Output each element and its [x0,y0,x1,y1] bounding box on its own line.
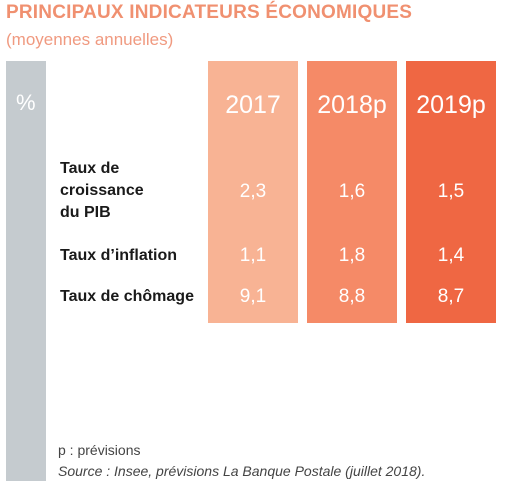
column-2017 [208,61,298,323]
cell-gdp-2018p: 1,6 [338,181,366,202]
row-label-line: croissance [60,182,144,199]
cell-unemployment-2017: 9,1 [239,286,267,307]
column-header-2018p: 2018p [317,91,387,119]
unit-label: % [16,90,36,115]
row-label-unemployment: Taux de chômage [60,286,194,308]
cell-gdp-2019p: 1,5 [437,181,465,202]
cell-unemployment-2019p: 8,7 [437,286,465,307]
footnote: p : prévisions [58,442,141,458]
column-2018p [307,61,397,323]
row-label-line: Taux de [60,160,120,177]
side-bar [6,61,46,481]
column-header-2017: 2017 [225,91,281,119]
page-title: PRINCIPAUX INDICATEURS ÉCONOMIQUES [6,2,413,23]
row-label-gdp: Taux de croissance du PIB [60,158,144,224]
column-header-2019p: 2019p [416,91,486,119]
subtitle: (moyennes annuelles) [6,30,174,49]
cell-inflation-2017: 1,1 [239,245,267,266]
cell-unemployment-2018p: 8,8 [338,286,366,307]
column-2019p [406,61,496,323]
row-label-line: Taux d’inflation [60,247,178,264]
row-label-line: Taux de chômage [60,288,194,305]
row-label-line: du PIB [60,204,111,221]
source-note: Source : Insee, prévisions La Banque Pos… [58,463,426,479]
cell-inflation-2019p: 1,4 [437,245,465,266]
cell-gdp-2017: 2,3 [239,181,267,202]
cell-inflation-2018p: 1,8 [338,245,366,266]
row-label-inflation: Taux d’inflation [60,245,177,267]
